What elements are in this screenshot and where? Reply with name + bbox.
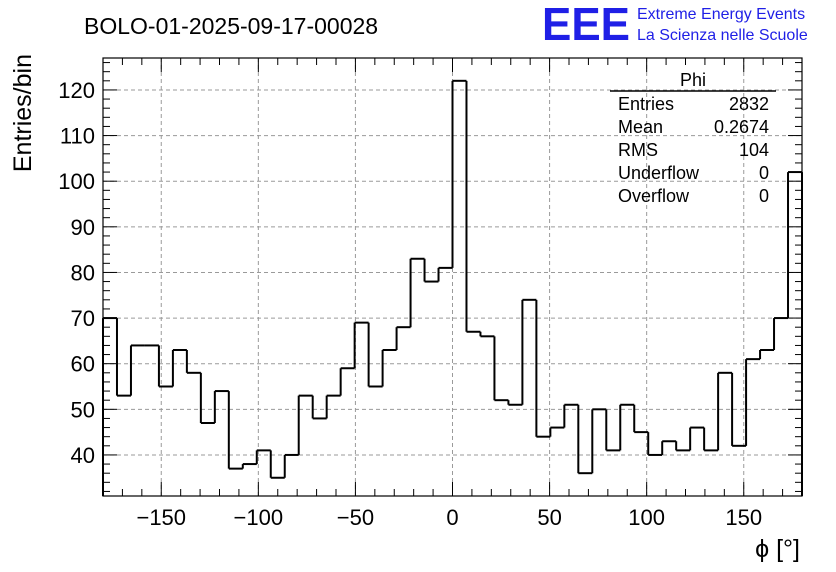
y-tick-labels: 40 50 60 70 80 90 100 110 120 — [58, 78, 95, 468]
stats-row-value: 104 — [739, 140, 769, 160]
x-tick-labels: −150 −100 −50 0 50 100 150 — [136, 505, 762, 530]
y-axis-title: Entries/bin — [9, 54, 37, 172]
logo-mark: EEE — [542, 0, 630, 50]
x-tick-label: −50 — [337, 505, 374, 530]
y-tick-label: 90 — [71, 215, 95, 240]
y-tick-label: 120 — [58, 78, 95, 103]
stats-title: Phi — [680, 70, 706, 90]
grid-lines — [103, 58, 802, 496]
stats-row-label: RMS — [618, 140, 658, 160]
y-tick-label: 50 — [71, 397, 95, 422]
x-tick-label: 50 — [537, 505, 561, 530]
x-tick-label: −150 — [136, 505, 186, 530]
stats-row-label: Underflow — [618, 163, 700, 183]
y-tick-label: 80 — [71, 260, 95, 285]
y-tick-label: 70 — [71, 306, 95, 331]
stats-row-value: 0 — [759, 186, 769, 206]
stats-row-label: Entries — [618, 94, 674, 114]
x-axis-title: ϕ [°] — [755, 535, 800, 563]
stats-row-value: 0.2674 — [714, 117, 769, 137]
stats-row-label: Overflow — [618, 186, 690, 206]
y-tick-label: 110 — [60, 124, 95, 149]
stats-row-label: Mean — [618, 117, 663, 137]
x-tick-label: 100 — [628, 505, 665, 530]
eee-logo: EEE Extreme Energy Events La Scienza nel… — [542, 0, 808, 50]
stats-row-value: 0 — [759, 163, 769, 183]
logo-line-2: La Scienza nelle Scuole — [637, 27, 808, 44]
x-tick-label: 150 — [725, 505, 762, 530]
y-tick-label: 40 — [71, 443, 95, 468]
y-tick-label: 100 — [58, 169, 95, 194]
axis-ticks — [102, 58, 803, 496]
chart-title: BOLO-01-2025-09-17-00028 — [84, 13, 378, 39]
stats-row-value: 2832 — [729, 94, 769, 114]
y-tick-label: 60 — [71, 352, 95, 377]
x-tick-label: −100 — [234, 505, 284, 530]
logo-line-1: Extreme Energy Events — [637, 6, 805, 23]
x-tick-label: 0 — [446, 505, 458, 530]
stats-rows: Entries 2832 Mean 0.2674 RMS 104 Underflow 0 Ove… — [618, 94, 769, 206]
stats-box: Phi Entries 2832 Mean 0.2674 RMS 104 Underflow… — [610, 70, 776, 206]
